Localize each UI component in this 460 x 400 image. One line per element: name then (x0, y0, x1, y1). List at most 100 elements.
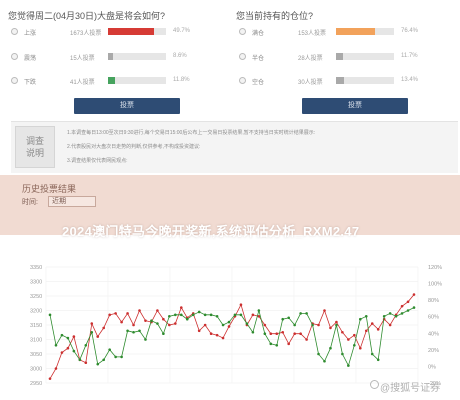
data-point-0 (84, 361, 88, 364)
result-percent: 49.7% (173, 28, 191, 34)
poll-option-empty[interactable]: 空仓 30人投票 13.4% (236, 75, 460, 87)
poll-market-direction: 您觉得周二(04月30日)大盘是将会如何? 上涨 1673人投票 49.7% 震… (8, 0, 232, 120)
data-point-1 (108, 348, 111, 351)
y-tick-label-right: 100% (428, 282, 442, 288)
y-tick-label-left: 3350 (30, 265, 42, 271)
y-tick-label-left: 3150 (30, 323, 42, 329)
data-point-0 (305, 338, 308, 341)
data-point-1 (251, 330, 255, 334)
data-point-1 (329, 346, 332, 350)
radio-button[interactable] (239, 77, 246, 84)
period-dropdown[interactable]: 近期 (48, 196, 96, 207)
result-bar-fill (108, 77, 115, 84)
data-point-0 (90, 322, 94, 325)
y-tick-label-right: 120% (428, 265, 442, 271)
option-label: 满仓 (252, 31, 265, 37)
result-bar-fill (336, 53, 343, 60)
data-point-0 (341, 330, 344, 334)
data-point-1 (84, 344, 88, 347)
data-point-1 (156, 322, 159, 325)
y-tick-label-left: 2950 (30, 381, 42, 387)
vote-button[interactable]: 投票 (74, 98, 180, 114)
poll-option-half[interactable]: 半仓 28人投票 11.7% (236, 51, 460, 63)
data-point-0 (299, 332, 302, 335)
data-point-1 (138, 329, 141, 333)
data-point-0 (358, 346, 362, 350)
data-point-0 (54, 367, 58, 370)
data-point-0 (263, 323, 267, 327)
y-tick-label-right: 40% (428, 331, 439, 337)
data-point-1 (305, 312, 308, 315)
data-point-1 (72, 349, 76, 353)
data-point-1 (394, 315, 398, 318)
data-point-0 (162, 317, 165, 321)
data-point-1 (168, 315, 171, 318)
note-line: 1.本调查每日13:00至次日9:30进行,每个交易日15:00后公布上一交易日… (67, 130, 316, 136)
data-point-1 (293, 323, 296, 327)
data-point-0 (221, 336, 225, 340)
radio-button[interactable] (11, 28, 18, 35)
data-point-0 (400, 304, 404, 308)
data-point-0 (179, 306, 183, 309)
data-point-0 (376, 328, 380, 331)
data-point-1 (233, 313, 237, 317)
data-point-0 (364, 329, 368, 333)
data-point-0 (168, 323, 171, 327)
period-label: 时间: (22, 199, 38, 206)
radio-button[interactable] (239, 53, 246, 60)
history-chart: 3350 3300 3250 3200 3150 3100 3050 3000 2950 120%… (0, 235, 460, 400)
vote-count: 28人投票 (298, 56, 323, 62)
data-point-1 (335, 323, 338, 327)
option-label: 半仓 (252, 56, 265, 62)
data-point-1 (209, 313, 213, 317)
poll-position: 您当前持有的仓位? 满仓 153人投票 76.4% 半仓 28人投票 11.7%… (236, 0, 460, 120)
result-percent: 11.8% (173, 77, 190, 83)
vote-count: 41人投票 (70, 80, 95, 86)
data-point-0 (215, 333, 219, 337)
data-point-0 (287, 342, 290, 346)
vote-button[interactable]: 投票 (302, 98, 408, 114)
option-label: 空仓 (252, 80, 265, 86)
data-point-1 (370, 352, 374, 356)
data-point-0 (72, 335, 76, 338)
notes-badge: 调查 说明 (15, 126, 55, 168)
data-point-1 (126, 329, 129, 333)
y-tick-label-right: 0% (428, 364, 436, 370)
data-point-1 (162, 332, 165, 335)
data-point-0 (412, 293, 416, 296)
data-point-1 (245, 322, 249, 325)
data-point-0 (144, 319, 147, 322)
data-point-1 (120, 355, 123, 359)
data-point-1 (239, 313, 243, 317)
data-point-1 (412, 306, 416, 309)
poll-title: 您当前持有的仓位? (236, 11, 314, 21)
history-section-label: 历史投票结果 (22, 184, 77, 194)
data-point-1 (66, 336, 70, 340)
vote-count: 1673人投票 (70, 31, 102, 37)
vote-count: 153人投票 (298, 31, 327, 37)
y-tick-label-right: 20% (428, 348, 439, 354)
poll-option-down[interactable]: 下跌 41人投票 11.8% (8, 75, 232, 87)
y-tick-label-left: 3000 (30, 367, 42, 373)
poll-option-full[interactable]: 满仓 153人投票 76.4% (236, 26, 460, 38)
data-point-0 (203, 323, 207, 327)
data-point-1 (174, 313, 177, 317)
y-tick-label-left: 3050 (30, 352, 42, 358)
radio-button[interactable] (11, 77, 18, 84)
data-point-1 (382, 315, 386, 318)
y-tick-label-left: 3300 (30, 280, 42, 286)
radio-button[interactable] (239, 28, 246, 35)
radio-button[interactable] (11, 53, 18, 60)
vote-count: 15人投票 (70, 56, 95, 62)
poll-option-flat[interactable]: 震荡 15人投票 8.6% (8, 51, 232, 63)
result-bar-track (108, 53, 166, 60)
data-point-1 (191, 313, 195, 317)
data-point-0 (293, 332, 296, 335)
poll-option-up[interactable]: 上涨 1673人投票 49.7% (8, 26, 232, 38)
badge-line: 调查 (25, 136, 44, 146)
poll-title: 您觉得周二(04月30日)大盘是将会如何? (8, 11, 166, 21)
data-point-1 (150, 319, 153, 322)
data-point-1 (287, 316, 290, 320)
data-point-1 (132, 330, 135, 334)
data-point-0 (126, 312, 129, 315)
